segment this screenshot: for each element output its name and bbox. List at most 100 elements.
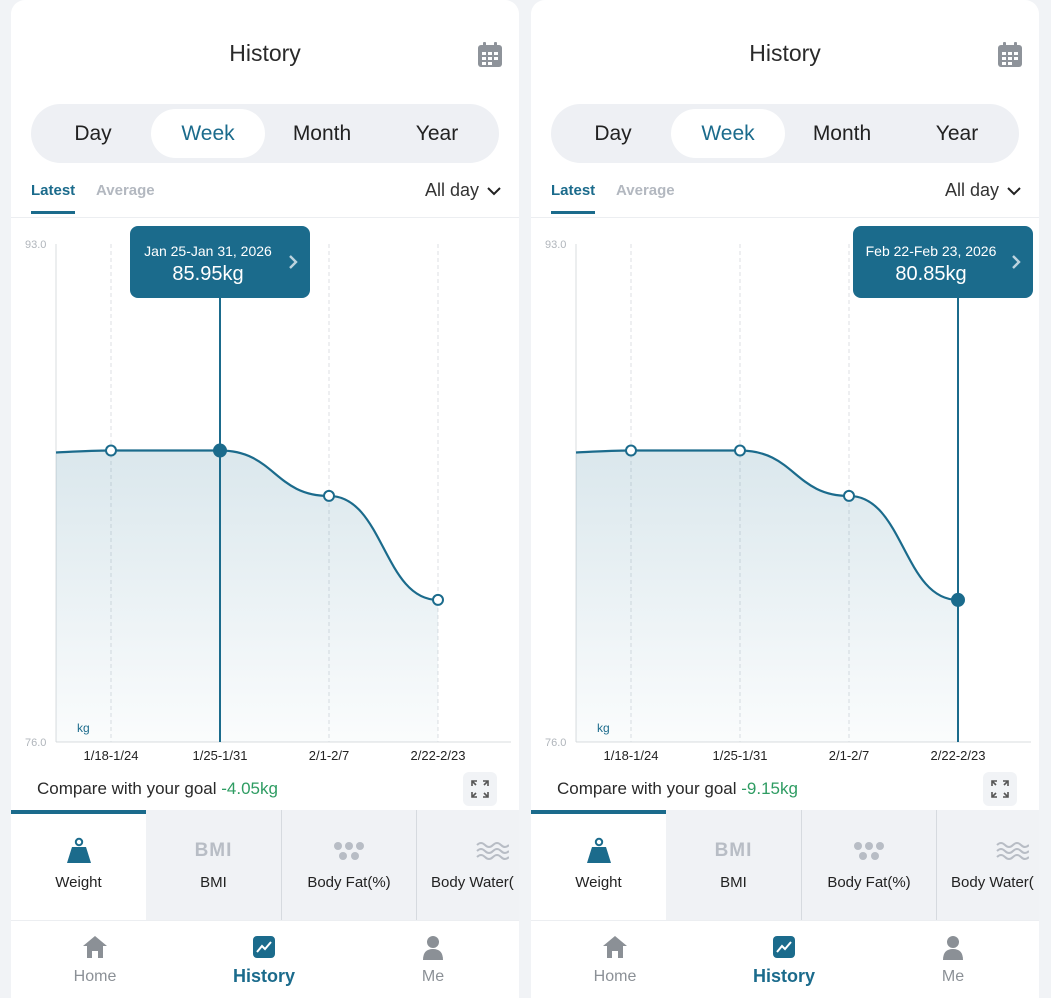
x-tick-label: 1/18-1/24	[604, 748, 659, 763]
metric-label: Body Water(	[431, 874, 514, 891]
time-filter-label: All day	[944, 180, 999, 200]
nav-home[interactable]: Home	[35, 935, 155, 986]
metric-label: Body Water(	[951, 874, 1034, 891]
header: History	[531, 0, 1039, 100]
metric-tab-bmi[interactable]: BMI BMI	[146, 810, 281, 920]
tooltip-date: Feb 22-Feb 23, 2026	[865, 243, 997, 259]
data-point[interactable]	[734, 444, 746, 457]
home-icon	[603, 936, 627, 958]
tab-year[interactable]: Year	[415, 121, 459, 145]
metric-tab-bmi[interactable]: BMI BMI	[666, 810, 801, 920]
nav-label: Me	[941, 968, 965, 985]
data-point[interactable]	[213, 443, 227, 458]
data-point[interactable]	[105, 444, 117, 457]
metric-tab-body-water[interactable]: Body Water(	[936, 810, 1039, 920]
calendar-icon[interactable]	[477, 42, 503, 68]
weight-chart[interactable]: 93.076.0kg1/18-1/241/25-1/312/1-2/72/22-…	[531, 228, 1039, 768]
x-tick-label: 2/1-2/7	[309, 748, 349, 763]
x-tick-label: 2/22-2/23	[411, 748, 466, 763]
x-tick-label: 2/1-2/7	[829, 748, 869, 763]
x-tick-label: 2/22-2/23	[931, 748, 986, 763]
tab-day[interactable]: Day	[74, 121, 112, 145]
body-water-icon	[475, 842, 509, 860]
tab-average[interactable]: Average	[96, 182, 155, 199]
y-tick-label: 93.0	[545, 239, 566, 251]
time-filter-dropdown[interactable]: All day	[425, 180, 501, 201]
fullscreen-button[interactable]	[983, 772, 1017, 806]
tab-average[interactable]: Average	[616, 182, 675, 199]
time-filter-label: All day	[424, 180, 479, 200]
data-point[interactable]	[625, 444, 637, 457]
phone-screen-left: History Day Week Month Year Latest Avera…	[11, 0, 519, 998]
chevron-down-icon	[487, 186, 501, 195]
metric-label: Weight	[575, 874, 622, 891]
nav-me[interactable]: Me	[893, 935, 1013, 986]
data-point[interactable]	[323, 489, 335, 502]
period-selector: Day Week Month Year	[551, 104, 1019, 163]
value-tooltip[interactable]: Jan 25-Jan 31, 2026 85.95kg	[130, 226, 310, 298]
nav-history[interactable]: History	[724, 935, 844, 987]
person-icon	[943, 936, 963, 960]
nav-me[interactable]: Me	[373, 935, 493, 986]
chevron-right-icon	[1012, 255, 1021, 269]
tab-month[interactable]: Month	[292, 121, 352, 145]
weight-icon	[66, 837, 91, 863]
data-point[interactable]	[432, 593, 444, 606]
sub-tabs: Latest Average All day	[11, 172, 519, 218]
goal-difference: -4.05kg	[221, 779, 278, 798]
nav-history[interactable]: History	[204, 935, 324, 987]
goal-comparison: Compare with your goal -4.05kg	[37, 779, 278, 799]
fullscreen-button[interactable]	[463, 772, 497, 806]
time-filter-dropdown[interactable]: All day	[945, 180, 1021, 201]
nav-label: Me	[421, 968, 445, 985]
page-title: History	[229, 40, 301, 66]
metric-tab-body-fat[interactable]: Body Fat(%)	[801, 810, 936, 920]
metric-tabs: Weight BMI BMI Body Fat(%) Body Wate	[11, 810, 519, 920]
body-fat-icon	[334, 842, 364, 860]
metric-tab-body-fat[interactable]: Body Fat(%)	[281, 810, 416, 920]
data-point[interactable]	[843, 489, 855, 502]
goal-comparison: Compare with your goal -9.15kg	[557, 779, 798, 799]
metric-tab-weight[interactable]: Weight	[531, 810, 666, 920]
y-tick-label: 93.0	[25, 239, 46, 251]
nav-label: History	[752, 966, 815, 986]
area-fill	[576, 450, 958, 742]
tooltip-date: Jan 25-Jan 31, 2026	[144, 243, 272, 259]
value-tooltip[interactable]: Feb 22-Feb 23, 2026 80.85kg	[853, 226, 1033, 298]
tab-latest[interactable]: Latest	[31, 182, 76, 214]
tab-week[interactable]: Week	[151, 109, 265, 158]
chevron-right-icon	[289, 255, 298, 269]
chevron-down-icon	[1007, 186, 1021, 195]
history-icon	[773, 936, 795, 958]
y-tick-label: 76.0	[545, 737, 566, 749]
bottom-navigation: Home History Me	[11, 920, 519, 998]
tab-latest[interactable]: Latest	[551, 182, 596, 214]
tab-week[interactable]: Week	[671, 109, 785, 158]
header: History	[11, 0, 519, 100]
tab-year[interactable]: Year	[935, 121, 979, 145]
home-icon	[83, 936, 107, 958]
metric-label: Body Fat(%)	[827, 874, 911, 891]
metric-label: BMI	[720, 874, 747, 891]
metric-tab-body-water[interactable]: Body Water(	[416, 810, 519, 920]
bmi-icon: BMI	[714, 840, 753, 861]
area-fill	[56, 450, 438, 742]
person-icon	[423, 936, 443, 960]
weight-chart[interactable]: 93.076.0kg1/18-1/241/25-1/312/1-2/72/22-…	[11, 228, 519, 768]
expand-icon	[471, 780, 489, 798]
goal-comparison-label: Compare with your goal	[557, 779, 742, 798]
nav-home[interactable]: Home	[555, 935, 675, 986]
expand-icon	[991, 780, 1009, 798]
tab-day[interactable]: Day	[594, 121, 632, 145]
calendar-icon[interactable]	[997, 42, 1023, 68]
nav-label: History	[232, 966, 295, 986]
tab-month[interactable]: Month	[812, 121, 872, 145]
bmi-icon: BMI	[194, 840, 233, 861]
data-point[interactable]	[951, 592, 965, 607]
x-tick-label: 1/25-1/31	[713, 748, 768, 763]
history-icon	[253, 936, 275, 958]
metric-tab-weight[interactable]: Weight	[11, 810, 146, 920]
period-selector: Day Week Month Year	[31, 104, 499, 163]
metric-label: BMI	[200, 874, 227, 891]
x-tick-label: 1/25-1/31	[193, 748, 248, 763]
